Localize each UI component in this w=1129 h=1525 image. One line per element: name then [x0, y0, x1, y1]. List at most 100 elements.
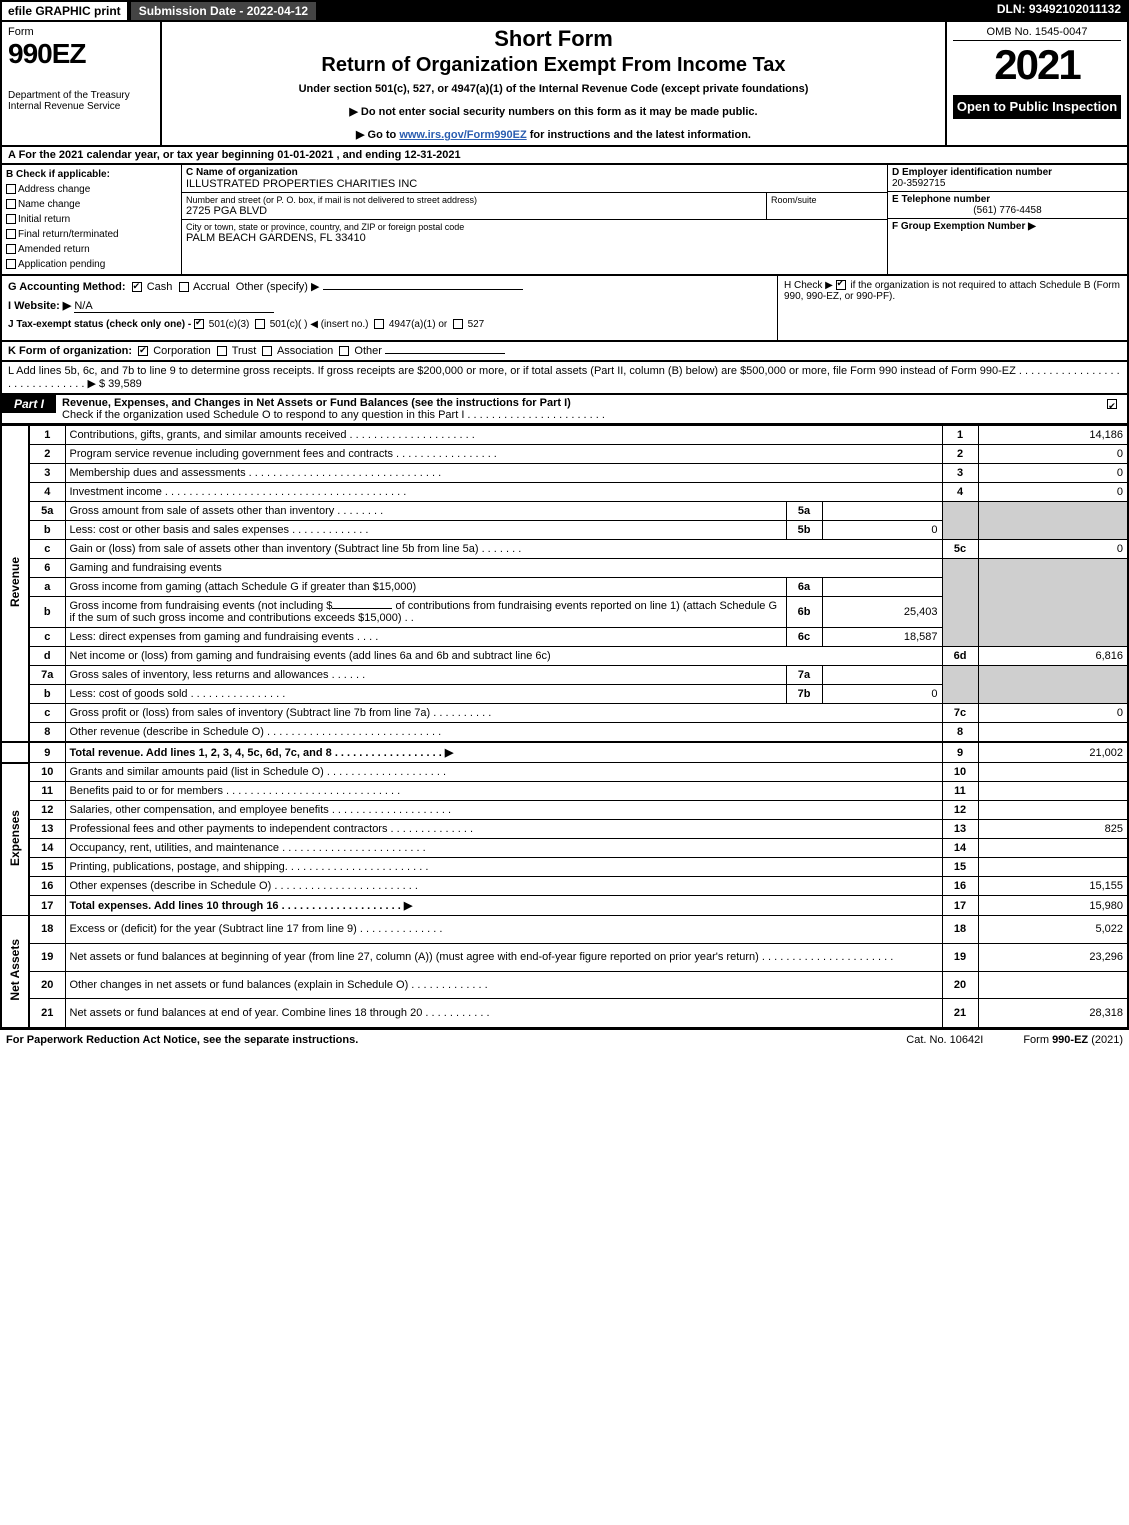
goto-prefix: ▶ Go to: [356, 129, 399, 141]
line-19: 19 Net assets or fund balances at beginn…: [1, 943, 1128, 971]
cb-final-return[interactable]: Final return/terminated: [6, 227, 177, 242]
part1-header: Part I Revenue, Expenses, and Changes in…: [0, 395, 1129, 425]
shaded-6: [942, 559, 978, 647]
line-13: 13 Professional fees and other payments …: [1, 820, 1128, 839]
topbar-spacer: [318, 0, 989, 22]
line-16: 16 Other expenses (describe in Schedule …: [1, 877, 1128, 896]
cb-accrual[interactable]: [179, 282, 189, 292]
lines-table: Revenue 1 Contributions, gifts, grants, …: [0, 425, 1129, 1029]
line-15: 15 Printing, publications, postage, and …: [1, 858, 1128, 877]
ssn-warning: ▶ Do not enter social security numbers o…: [170, 105, 937, 118]
city-value: PALM BEACH GARDENS, FL 33410: [186, 232, 883, 244]
identity-block: B Check if applicable: Address change Na…: [0, 165, 1129, 276]
j-tax-exempt: J Tax-exempt status (check only one) - 5…: [8, 319, 771, 330]
cb-corp[interactable]: [138, 346, 148, 356]
cb-other-org[interactable]: [339, 346, 349, 356]
line-7a: 7a Gross sales of inventory, less return…: [1, 666, 1128, 685]
cb-4947[interactable]: [374, 319, 384, 329]
k-row: K Form of organization: Corporation Trus…: [0, 342, 1129, 362]
website-value: N/A: [74, 300, 274, 313]
line-20: 20 Other changes in net assets or fund b…: [1, 971, 1128, 999]
line-10: Expenses 10 Grants and similar amounts p…: [1, 763, 1128, 782]
6b-blank[interactable]: [332, 608, 392, 609]
b-mid-column: C Name of organization ILLUSTRATED PROPE…: [182, 165, 887, 274]
part1-checkbox[interactable]: [1099, 395, 1127, 410]
part1-tab: Part I: [2, 395, 56, 413]
city-label: City or town, state or province, country…: [186, 222, 883, 232]
cb-527[interactable]: [453, 319, 463, 329]
omb-number: OMB No. 1545-0047: [953, 26, 1121, 41]
h-box: H Check ▶ if the organization is not req…: [777, 276, 1127, 340]
addr-label: Number and street (or P. O. box, if mail…: [186, 195, 762, 205]
efile-print-label[interactable]: efile GRAPHIC print: [0, 0, 129, 22]
cb-cash[interactable]: [132, 282, 142, 292]
form-number: 990EZ: [8, 38, 154, 70]
title-return: Return of Organization Exempt From Incom…: [170, 54, 937, 77]
ghij-block: G Accounting Method: Cash Accrual Other …: [0, 276, 1129, 342]
cb-address-change[interactable]: Address change: [6, 182, 177, 197]
cb-initial-return[interactable]: Initial return: [6, 212, 177, 227]
header-right: OMB No. 1545-0047 2021 Open to Public In…: [947, 22, 1127, 145]
d-label: D Employer identification number: [892, 167, 1052, 178]
cb-assoc[interactable]: [262, 346, 272, 356]
i-label: I Website: ▶: [8, 300, 71, 312]
cb-amended-return[interactable]: Amended return: [6, 242, 177, 257]
shaded-5: [942, 502, 978, 540]
e-phone-box: E Telephone number (561) 776-4458: [888, 192, 1127, 219]
goto-note: ▶ Go to www.irs.gov/Form990EZ for instru…: [170, 128, 937, 141]
street-box: Number and street (or P. O. box, if mail…: [182, 193, 767, 219]
g-label: G Accounting Method:: [8, 281, 126, 293]
e-label: E Telephone number: [892, 194, 990, 205]
goto-suffix: for instructions and the latest informat…: [527, 129, 751, 141]
line-17: 17 Total expenses. Add lines 10 through …: [1, 896, 1128, 916]
org-name-box: C Name of organization ILLUSTRATED PROPE…: [182, 165, 887, 192]
form-header: Form 990EZ Department of the Treasury In…: [0, 22, 1129, 147]
cb-application-pending[interactable]: Application pending: [6, 257, 177, 272]
subtitle: Under section 501(c), 527, or 4947(a)(1)…: [170, 83, 937, 95]
address-row: Number and street (or P. O. box, if mail…: [182, 193, 887, 220]
room-box: Room/suite: [767, 193, 887, 219]
g-other-field[interactable]: [323, 289, 523, 290]
g-accounting: G Accounting Method: Cash Accrual Other …: [8, 280, 771, 293]
b-header: B Check if applicable:: [6, 167, 177, 182]
rev-bottom-pad: [1, 742, 29, 763]
title-short-form: Short Form: [170, 26, 937, 52]
irs-link[interactable]: www.irs.gov/Form990EZ: [399, 129, 526, 141]
d-ein-box: D Employer identification number 20-3592…: [888, 165, 1127, 192]
line-6: 6 Gaming and fundraising events: [1, 559, 1128, 578]
line-4: 4 Investment income . . . . . . . . . . …: [1, 483, 1128, 502]
cb-501c3[interactable]: [194, 319, 204, 329]
k-other-field[interactable]: [385, 353, 505, 354]
line-7c: c Gross profit or (loss) from sales of i…: [1, 704, 1128, 723]
dept-label: Department of the Treasury Internal Reve…: [8, 90, 154, 112]
form-word: Form: [8, 26, 154, 38]
shaded-7: [942, 666, 978, 704]
submission-date: Submission Date - 2022-04-12: [129, 0, 318, 22]
b-check-column: B Check if applicable: Address change Na…: [2, 165, 182, 274]
l-text: L Add lines 5b, 6c, and 7b to line 9 to …: [8, 365, 1120, 390]
footer-left: For Paperwork Reduction Act Notice, see …: [6, 1034, 906, 1046]
page-footer: For Paperwork Reduction Act Notice, see …: [0, 1029, 1129, 1050]
open-inspection: Open to Public Inspection: [953, 95, 1121, 119]
b-right-column: D Employer identification number 20-3592…: [887, 165, 1127, 274]
f-group-box: F Group Exemption Number ▶: [888, 219, 1127, 274]
cb-501c[interactable]: [255, 319, 265, 329]
l-value: 39,589: [108, 378, 142, 390]
org-name: ILLUSTRATED PROPERTIES CHARITIES INC: [186, 178, 883, 190]
room-label: Room/suite: [771, 195, 883, 205]
cb-name-change[interactable]: Name change: [6, 197, 177, 212]
line-14: 14 Occupancy, rent, utilities, and maint…: [1, 839, 1128, 858]
footer-right: Form 990-EZ (2021): [1023, 1034, 1123, 1046]
line-5a: 5a Gross amount from sale of assets othe…: [1, 502, 1128, 521]
netassets-sidelabel: Net Assets: [1, 916, 29, 1028]
cb-schedule-b[interactable]: [836, 280, 846, 290]
city-row: City or town, state or province, country…: [182, 220, 887, 246]
line-18: Net Assets 18 Excess or (deficit) for th…: [1, 916, 1128, 944]
ein-value: 20-3592715: [892, 178, 945, 189]
ghij-left: G Accounting Method: Cash Accrual Other …: [2, 276, 777, 340]
shaded-5-amt: [978, 502, 1128, 540]
cb-trust[interactable]: [217, 346, 227, 356]
line-6d: d Net income or (loss) from gaming and f…: [1, 647, 1128, 666]
line-3: 3 Membership dues and assessments . . . …: [1, 464, 1128, 483]
line-5c: c Gain or (loss) from sale of assets oth…: [1, 540, 1128, 559]
